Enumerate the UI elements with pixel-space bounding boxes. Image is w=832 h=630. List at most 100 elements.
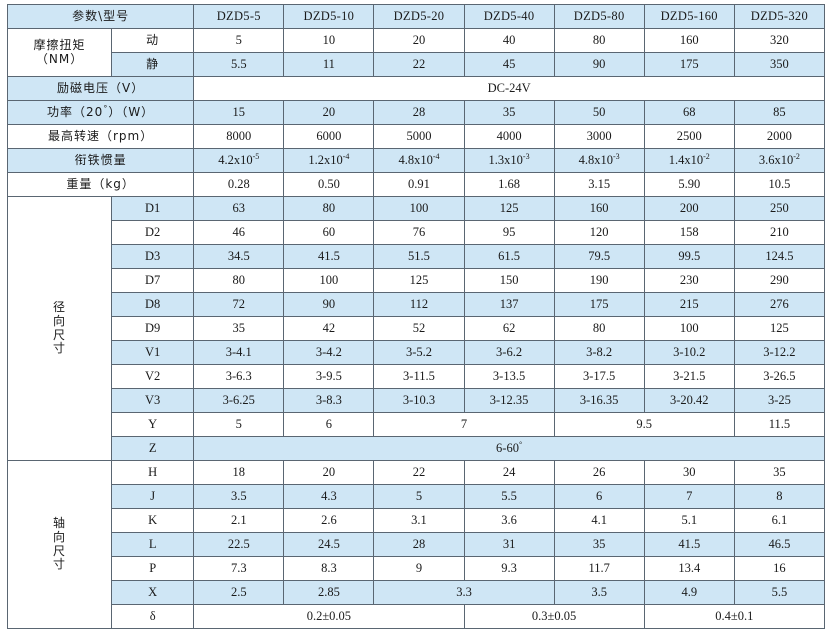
axial-delta-name: δ — [111, 604, 195, 629]
axial-row-j: J 3.5 4.3 5 5.5 6 7 8 — [8, 484, 826, 509]
axial-k-value-0: 2.1 — [193, 508, 285, 533]
axial-h-value-4: 26 — [553, 460, 645, 485]
axial-h-value-3: 24 — [463, 460, 555, 485]
max-speed-value-1: 6000 — [283, 124, 375, 149]
inertia-exponent: -5 — [252, 152, 260, 162]
friction-torque-static-4: 90 — [553, 52, 645, 77]
radial-row-name-7: V2 — [111, 364, 195, 389]
radial-y-cell-2: 7 — [373, 412, 555, 437]
friction-torque-static-1: 11 — [283, 52, 375, 77]
friction-torque-dynamic-2: 20 — [373, 28, 465, 53]
radial-y-cell-0: 5 — [193, 412, 285, 437]
radial-row-d9: D9 35 42 52 62 80 100 125 — [8, 316, 826, 341]
radial-row-name-0: D1 — [111, 196, 195, 221]
weight-value-4: 3.15 — [553, 172, 645, 197]
radial-d2-value-1: 60 — [283, 220, 375, 245]
radial-d1-value-4: 160 — [553, 196, 645, 221]
radial-d3-value-6: 124.5 — [733, 244, 826, 269]
axial-l-value-2: 28 — [373, 532, 465, 557]
z-value-prefix: 6-60 — [496, 441, 519, 456]
radial-d7-value-1: 100 — [283, 268, 375, 293]
max-speed-label: 最高转速（rpm） — [6, 124, 195, 149]
radial-group-label: 径 向 尺 寸 — [6, 196, 113, 461]
axial-x-name: X — [111, 580, 195, 605]
axial-row-k: K 2.1 2.6 3.1 3.6 4.1 5.1 6.1 — [8, 508, 826, 533]
axial-row-name-4: P — [111, 556, 195, 581]
axial-j-value-5: 7 — [643, 484, 735, 509]
weight-value-6: 10.5 — [733, 172, 826, 197]
radial-v2-value-3: 3-13.5 — [463, 364, 555, 389]
radial-d9-value-2: 52 — [373, 316, 465, 341]
radial-v3-value-6: 3-25 — [733, 388, 826, 413]
friction-torque-dynamic-4: 80 — [553, 28, 645, 53]
radial-d7-value-5: 230 — [643, 268, 735, 293]
radial-row-v1: V1 3-4.1 3-4.2 3-5.2 3-6.2 3-8.2 3-10.2 … — [8, 340, 826, 365]
weight-value-3: 1.68 — [463, 172, 555, 197]
radial-d2-value-2: 76 — [373, 220, 465, 245]
radial-y-cell-1: 6 — [283, 412, 375, 437]
max-speed-value-0: 8000 — [193, 124, 285, 149]
weight-label: 重量（kg） — [6, 172, 195, 197]
radial-v2-value-5: 3-21.5 — [643, 364, 735, 389]
radial-v2-value-6: 3-26.5 — [733, 364, 826, 389]
max-speed-value-6: 2000 — [733, 124, 826, 149]
friction-torque-static-0: 5.5 — [193, 52, 285, 77]
radial-d7-value-3: 150 — [463, 268, 555, 293]
radial-row-d3: D3 34.5 41.5 51.5 61.5 79.5 99.5 124.5 — [8, 244, 826, 269]
friction-torque-dynamic-6: 320 — [733, 28, 826, 53]
radial-d7-value-2: 125 — [373, 268, 465, 293]
axial-l-value-3: 31 — [463, 532, 555, 557]
axial-delta-cell-0: 0.2±0.05 — [193, 604, 465, 629]
axial-delta-cell-2: 0.4±0.1 — [643, 604, 826, 629]
radial-z-value: 6-60° — [193, 436, 825, 461]
radial-d8-value-5: 215 — [643, 292, 735, 317]
radial-v1-value-0: 3-4.1 — [193, 340, 285, 365]
inertia-mantissa: 1.2x10 — [308, 153, 343, 168]
axial-p-value-6: 16 — [733, 556, 826, 581]
radial-d8-value-6: 276 — [733, 292, 826, 317]
radial-v1-value-2: 3-5.2 — [373, 340, 465, 365]
axial-row-name-2: K — [111, 508, 195, 533]
radial-row-v2: V2 3-6.3 3-9.5 3-11.5 3-13.5 3-17.5 3-21… — [8, 364, 826, 389]
radial-v2-value-2: 3-11.5 — [373, 364, 465, 389]
radial-v3-value-0: 3-6.25 — [193, 388, 285, 413]
radial-v2-value-0: 3-6.3 — [193, 364, 285, 389]
excitation-voltage-row: 励磁电压（V） DC-24V — [6, 76, 825, 101]
axial-k-value-3: 3.6 — [463, 508, 555, 533]
friction-torque-dynamic-label: 动 — [111, 28, 195, 53]
axial-k-value-1: 2.6 — [283, 508, 375, 533]
weight-value-2: 0.91 — [373, 172, 465, 197]
friction-torque-label-line2: （NM） — [35, 51, 84, 66]
radial-label-char-3: 寸 — [53, 341, 67, 356]
radial-d2-value-6: 210 — [733, 220, 826, 245]
friction-torque-dynamic-1: 10 — [283, 28, 375, 53]
armature-inertia-value-6: 3.6x10-2 — [733, 148, 826, 173]
armature-inertia-label: 衔铁惯量 — [6, 148, 195, 173]
weight-value-1: 0.50 — [283, 172, 375, 197]
power-value-0: 15 — [193, 100, 285, 125]
power-value-1: 20 — [283, 100, 375, 125]
power-value-3: 35 — [463, 100, 555, 125]
power-label-suffix: ）（W） — [108, 104, 155, 119]
header-model-6: DZD5-320 — [733, 4, 826, 29]
radial-v2-value-4: 3-17.5 — [553, 364, 645, 389]
axial-label-char-2: 尺 — [53, 543, 67, 558]
radial-d9-value-6: 125 — [733, 316, 826, 341]
power-label-prefix: 功率（20 — [47, 104, 104, 119]
inertia-exponent: -4 — [342, 152, 350, 162]
axial-h-value-2: 22 — [373, 460, 465, 485]
radial-row-v3: V3 3-6.25 3-8.3 3-10.3 3-12.35 3-16.35 3… — [8, 388, 826, 413]
friction-torque-dynamic-5: 160 — [643, 28, 735, 53]
axial-row-x: X 2.5 2.85 3.3 3.5 4.9 5.5 — [8, 580, 826, 605]
axial-h-value-0: 18 — [193, 460, 285, 485]
inertia-mantissa: 4.8x10 — [398, 153, 433, 168]
radial-row-name-3: D7 — [111, 268, 195, 293]
radial-d7-value-6: 290 — [733, 268, 826, 293]
armature-inertia-row: 衔铁惯量 4.2x10-5 1.2x10-4 4.8x10-4 1.3x10-3… — [6, 148, 826, 173]
radial-v1-value-4: 3-8.2 — [553, 340, 645, 365]
radial-row-d8: D8 72 90 112 137 175 215 276 — [8, 292, 826, 317]
axial-j-value-3: 5.5 — [463, 484, 555, 509]
radial-y-cell-3: 9.5 — [553, 412, 735, 437]
inertia-exponent: -2 — [793, 152, 800, 162]
axial-h-value-1: 20 — [283, 460, 375, 485]
